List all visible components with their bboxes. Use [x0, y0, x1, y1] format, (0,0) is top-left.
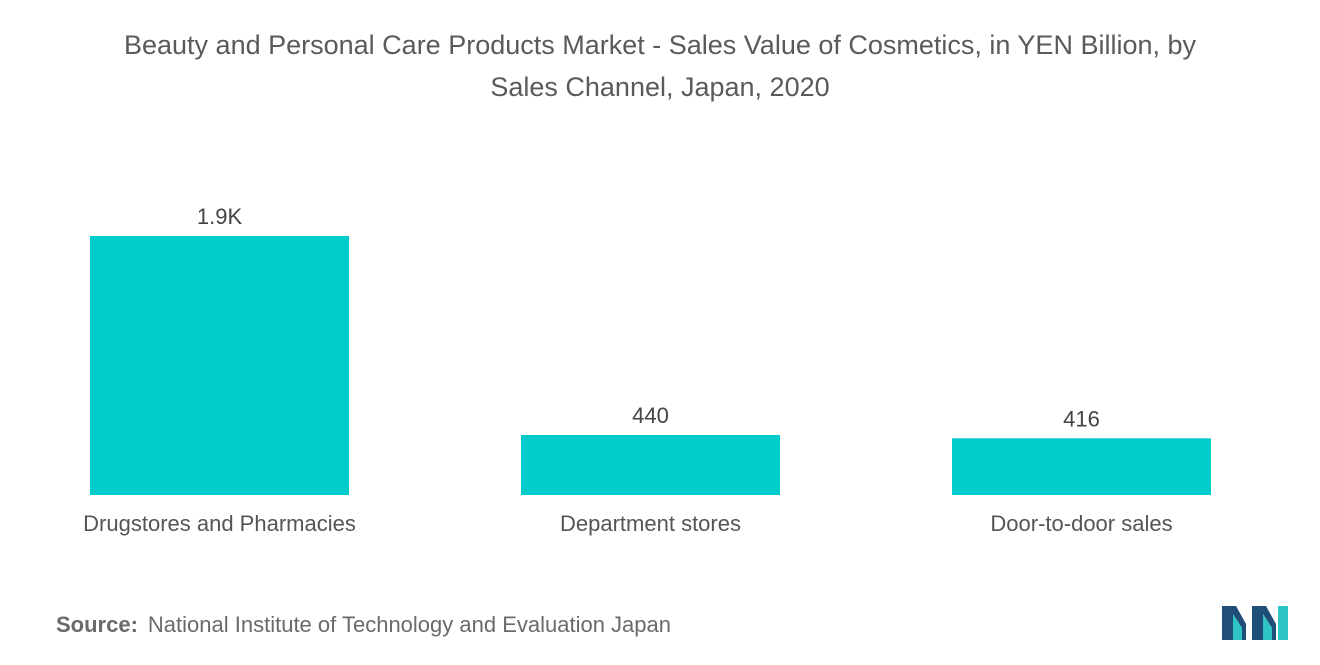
mordor-intelligence-logo-icon	[1222, 606, 1288, 640]
bar-2	[521, 435, 780, 495]
chart-title-line-1: Beauty and Personal Care Products Market…	[124, 30, 1196, 60]
bar-value-label-1: 1.9K	[197, 204, 243, 229]
bar-value-label-2: 440	[632, 403, 669, 428]
category-label-2: Department stores	[560, 511, 741, 536]
chart-title: Beauty and Personal Care Products Market…	[0, 24, 1320, 108]
source-text: National Institute of Technology and Eva…	[147, 612, 671, 637]
bar-value-label-3: 416	[1063, 406, 1100, 431]
chart-title-line-2: Sales Channel, Japan, 2020	[490, 72, 830, 102]
source-note: Source: National Institute of Technology …	[56, 612, 671, 638]
source-label: Source:	[56, 612, 138, 637]
category-label-1: Drugstores and Pharmacies	[83, 511, 356, 536]
category-label-3: Door-to-door sales	[990, 511, 1172, 536]
bar-3	[952, 438, 1211, 495]
bar-1	[90, 236, 349, 495]
